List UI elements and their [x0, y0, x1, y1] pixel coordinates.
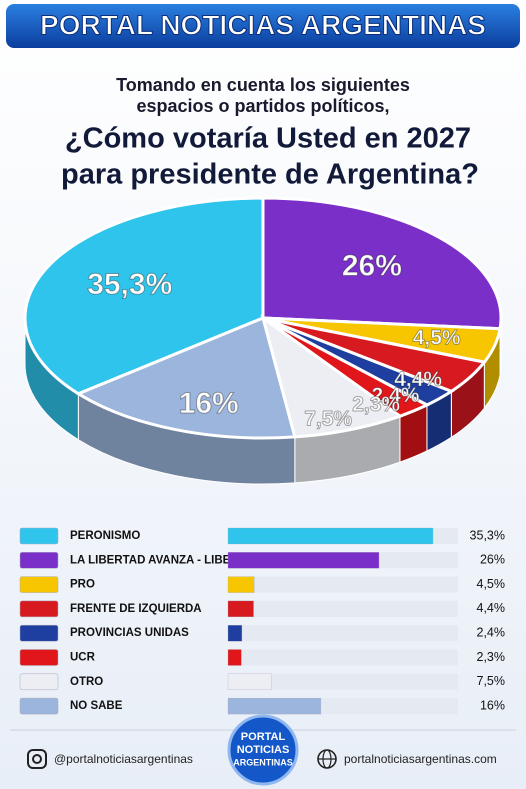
logo	[227, 714, 299, 786]
instagram-icon	[32, 754, 42, 764]
bar-value-label: 7,5%	[477, 674, 506, 688]
instagram-icon	[27, 749, 47, 769]
bar	[227, 600, 254, 618]
bar-value-label: 2,4%	[477, 625, 506, 639]
legend-swatch	[19, 697, 59, 715]
logo-text: ARGENTINAS	[233, 757, 293, 767]
pie-slice	[75, 315, 297, 440]
bar	[227, 673, 272, 690]
slice-label: 35,3%	[87, 268, 172, 301]
bar	[227, 552, 380, 569]
header-title: PORTAL NOTICIAS ARGENTINAS	[40, 9, 486, 40]
bar	[227, 576, 255, 593]
slice-label: 4,4%	[394, 368, 442, 391]
legend-swatch	[19, 673, 59, 691]
bar-track	[228, 649, 458, 666]
pie-slice	[260, 314, 404, 439]
logo-text: NOTICIAS	[237, 744, 290, 756]
legend-swatch	[19, 600, 59, 618]
legend-swatch	[19, 624, 59, 642]
bar-value-label: 35,3%	[470, 528, 505, 542]
logo-text: PORTAL	[241, 731, 286, 743]
slice-label: 2,4%	[372, 384, 420, 407]
bar-value-label: 4,5%	[477, 577, 506, 591]
legend-label: PRO	[70, 579, 95, 591]
instagram-handle: @portalnoticiasargentinas	[54, 752, 193, 766]
bar-value-label: 26%	[480, 553, 505, 567]
legend-swatch	[19, 649, 59, 666]
bar-track	[228, 576, 458, 593]
legend-label: UCR	[70, 652, 96, 664]
pie-slice	[23, 196, 265, 396]
legend-label: PERONISMO	[70, 530, 140, 542]
slice-label: 26%	[342, 250, 402, 283]
legend-swatch	[19, 576, 59, 593]
legend-label: OTRO	[70, 676, 103, 688]
subtitle: Tomando en cuenta los siguientes	[116, 75, 410, 95]
bar-track	[228, 673, 458, 690]
bar	[227, 527, 434, 545]
slice-label: 7,5%	[304, 407, 352, 430]
bar	[227, 697, 322, 715]
bar	[227, 625, 243, 642]
pie-slice	[261, 196, 503, 331]
legend-label: FRENTE DE IZQUIERDA	[70, 603, 202, 615]
website: portalnoticiasargentinas.com	[344, 752, 497, 766]
chart-title: ¿Cómo votaría Usted en 2027	[65, 123, 471, 155]
header-band	[6, 4, 520, 48]
legend-label: NO SABE	[70, 700, 123, 712]
bar-value-label: 16%	[480, 698, 505, 712]
slice-label: 2,3%	[352, 393, 400, 416]
chart-title: para presidente de Argentina?	[61, 159, 479, 191]
slice-label: 16%	[179, 387, 239, 420]
bar-value-label: 4,4%	[477, 601, 506, 615]
slice-label: 4,5%	[413, 326, 461, 349]
bar-track	[228, 625, 458, 642]
legend-swatch	[19, 527, 59, 545]
bar-track	[228, 600, 458, 617]
subtitle: espacios o partidos políticos,	[136, 96, 389, 116]
legend-label: PROVINCIAS UNIDAS	[70, 627, 189, 639]
bar	[227, 649, 242, 666]
legend-swatch	[19, 552, 59, 569]
bar-value-label: 2,3%	[477, 650, 506, 664]
